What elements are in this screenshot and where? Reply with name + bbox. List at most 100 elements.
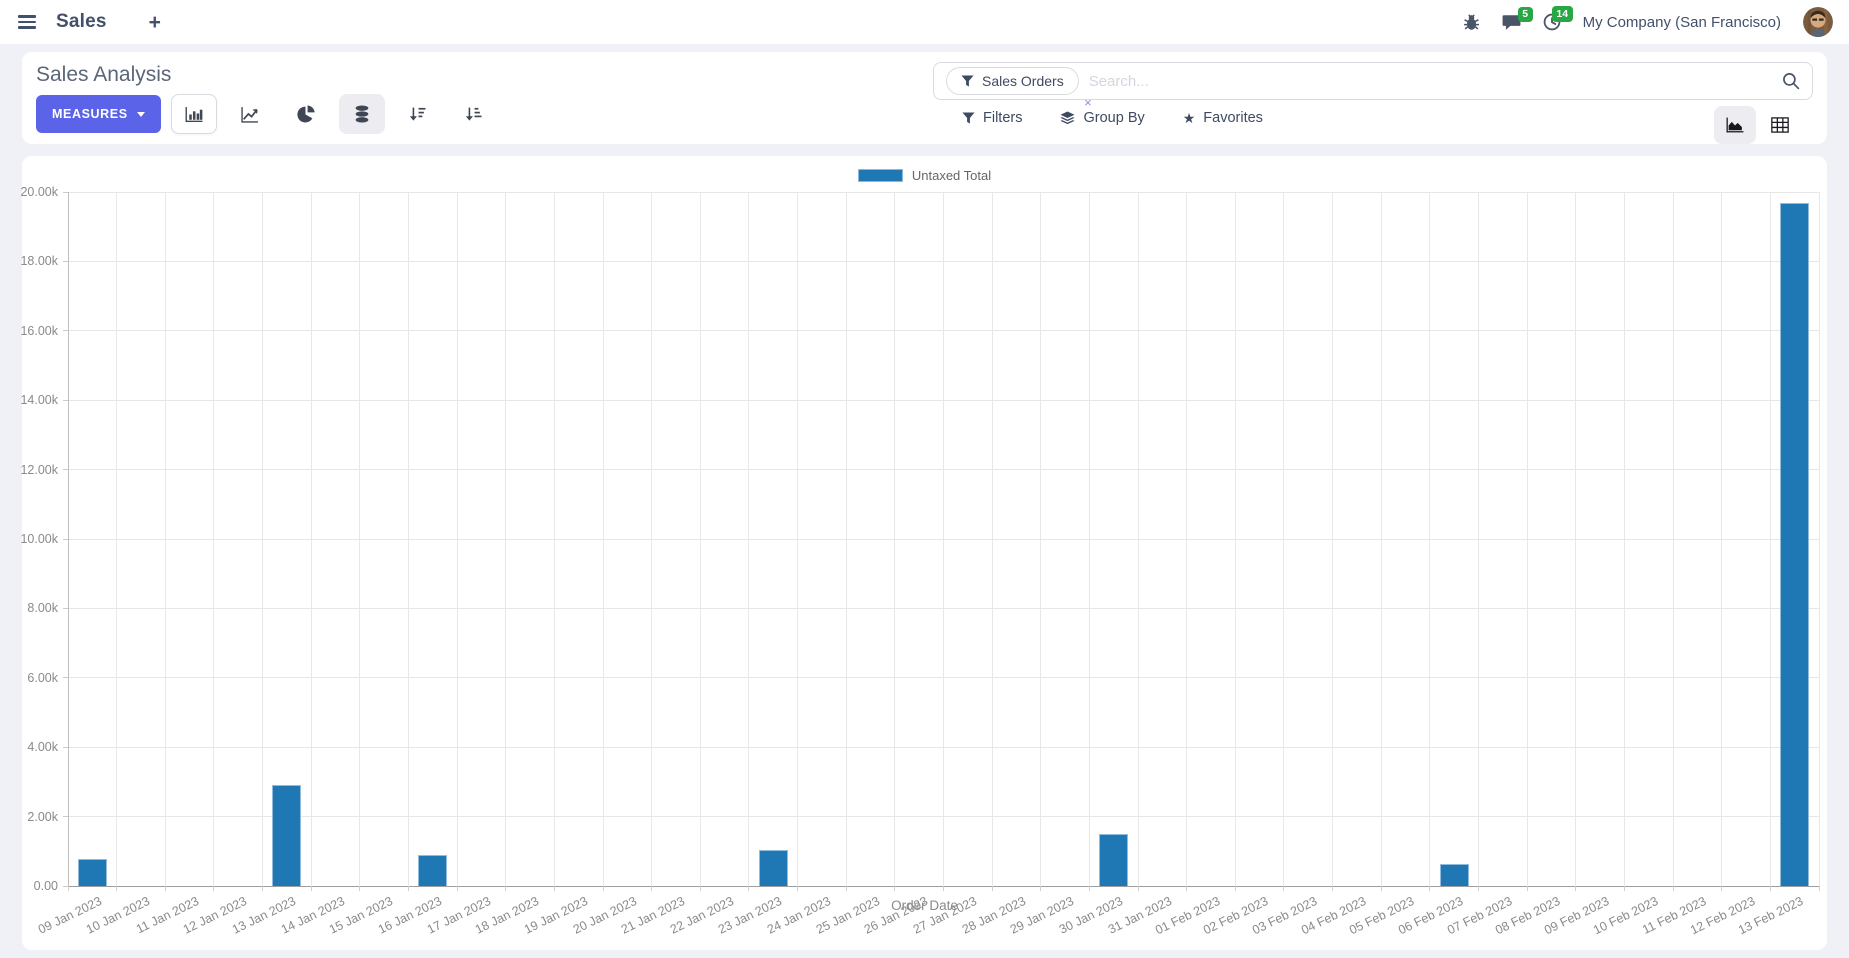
x-tick-mark <box>651 886 653 891</box>
x-gridline <box>262 192 264 886</box>
app-name[interactable]: Sales <box>56 11 107 32</box>
activities-clock-icon[interactable]: 14 <box>1543 6 1573 31</box>
search-bar[interactable]: Sales Orders × <box>933 62 1813 110</box>
x-tick-mark <box>845 886 847 891</box>
x-gridline <box>1526 192 1528 886</box>
legend-item-untaxed-total[interactable]: Untaxed Total <box>22 168 1827 183</box>
x-gridline <box>553 192 555 886</box>
layers-icon <box>1060 111 1075 125</box>
x-gridline <box>894 192 896 886</box>
star-icon: ★ <box>1182 110 1196 126</box>
x-gridline <box>1818 192 1820 886</box>
x-gridline <box>602 192 604 886</box>
measures-button[interactable]: MEASURES <box>36 95 161 133</box>
facet-remove-icon[interactable]: × <box>1084 95 1092 110</box>
control-panel: Sales Analysis MEASURES <box>22 52 1827 144</box>
x-gridline <box>67 192 69 886</box>
y-tick-mark <box>63 885 68 887</box>
favorites-button[interactable]: ★ Favorites <box>1182 110 1263 126</box>
x-gridline <box>943 192 944 886</box>
filters-button[interactable]: Filters <box>962 110 1022 126</box>
y-tick-mark <box>63 399 68 401</box>
x-tick-mark <box>164 886 166 891</box>
user-avatar[interactable] <box>1803 7 1833 37</box>
plot-area: 0.00 2.00k 4.00k 6.00k 8.00k 10.00k 12.00k 14.0… <box>20 185 1820 937</box>
y-tick-mark <box>63 607 68 609</box>
bar-06-feb-2023[interactable] <box>1439 863 1469 886</box>
legend-swatch <box>857 169 903 182</box>
x-gridline <box>1234 192 1236 886</box>
search-icon[interactable] <box>1782 72 1800 90</box>
y-tick-mark <box>63 260 68 262</box>
x-tick-mark <box>991 886 993 891</box>
y-tick-mark <box>63 191 68 193</box>
stacked-toggle-button[interactable] <box>338 94 385 134</box>
legend-label: Untaxed Total <box>911 168 992 183</box>
x-gridline <box>845 192 847 886</box>
y-tick-mark <box>63 330 68 332</box>
x-tick-mark <box>1332 886 1334 891</box>
x-tick-mark <box>213 886 215 891</box>
group-by-button[interactable]: Group By <box>1060 110 1145 126</box>
line-chart-icon <box>241 106 258 123</box>
x-tick-mark <box>505 886 507 891</box>
bar-09-jan-2023[interactable] <box>77 858 107 886</box>
chevron-down-icon <box>136 111 145 117</box>
search-input[interactable] <box>1088 72 1772 90</box>
x-gridline <box>1575 192 1577 886</box>
line-chart-mode-button[interactable] <box>227 94 273 134</box>
company-switcher[interactable]: My Company (San Francisco) <box>1582 13 1781 31</box>
bar-13-jan-2023[interactable] <box>272 785 302 886</box>
pie-chart-icon <box>297 105 315 123</box>
top-navbar: Sales + 5 14 My Company (San Francisco) <box>0 0 1849 44</box>
x-gridline <box>1283 192 1285 886</box>
x-gridline <box>1672 192 1674 886</box>
bar-23-jan-2023[interactable] <box>758 849 788 886</box>
x-tick-mark <box>1672 886 1674 891</box>
x-gridline <box>1429 192 1431 886</box>
x-tick-mark <box>1380 886 1382 891</box>
y-tick-label: 6.00k <box>27 670 58 685</box>
bar-30-jan-2023[interactable] <box>1099 833 1129 886</box>
y-tick-mark <box>63 677 68 679</box>
y-tick-label: 20.00k <box>20 185 58 199</box>
y-tick-label: 12.00k <box>20 462 58 477</box>
y-tick-label: 18.00k <box>20 254 58 269</box>
x-tick-mark <box>1526 886 1528 891</box>
x-gridline <box>699 192 701 886</box>
bar-13-feb-2023[interactable] <box>1780 203 1810 886</box>
new-tab-button[interactable]: + <box>148 10 161 34</box>
x-gridline <box>1040 192 1042 886</box>
x-tick-mark <box>1478 886 1480 891</box>
sort-ascending-button[interactable] <box>451 94 497 134</box>
pivot-table-icon <box>1771 117 1789 133</box>
x-gridline <box>359 192 361 886</box>
search-options-row: Filters Group By ★ Favorites <box>962 110 1263 126</box>
x-tick-mark <box>1088 886 1090 891</box>
sort-ascending-icon <box>466 107 482 121</box>
apps-menu-icon[interactable] <box>16 11 38 32</box>
graph-view-button[interactable] <box>1714 106 1756 144</box>
x-gridline <box>407 192 409 886</box>
x-tick-mark <box>1769 886 1771 891</box>
page-title: Sales Analysis <box>36 63 172 86</box>
y-tick-label: 4.00k <box>27 740 58 755</box>
x-gridline <box>748 192 750 886</box>
y-tick-label: 14.00k <box>20 393 58 408</box>
x-tick-mark <box>1040 886 1042 891</box>
x-tick-mark <box>553 886 555 891</box>
pivot-view-button[interactable] <box>1759 106 1801 144</box>
x-gridline <box>1721 192 1723 886</box>
y-tick-label: 8.00k <box>27 601 58 616</box>
sort-descending-button[interactable] <box>395 94 441 134</box>
stacked-database-icon <box>355 105 369 123</box>
pie-chart-mode-button[interactable] <box>283 94 329 134</box>
x-tick-mark <box>359 886 361 891</box>
messages-icon[interactable]: 5 <box>1502 6 1533 31</box>
search-facet-sales-orders[interactable]: Sales Orders × <box>946 67 1092 110</box>
bar-16-jan-2023[interactable] <box>418 855 448 886</box>
x-tick-mark <box>67 886 69 891</box>
x-tick-mark <box>262 886 264 891</box>
debug-bug-icon[interactable] <box>1463 13 1480 31</box>
bar-chart-mode-button[interactable] <box>170 94 217 134</box>
